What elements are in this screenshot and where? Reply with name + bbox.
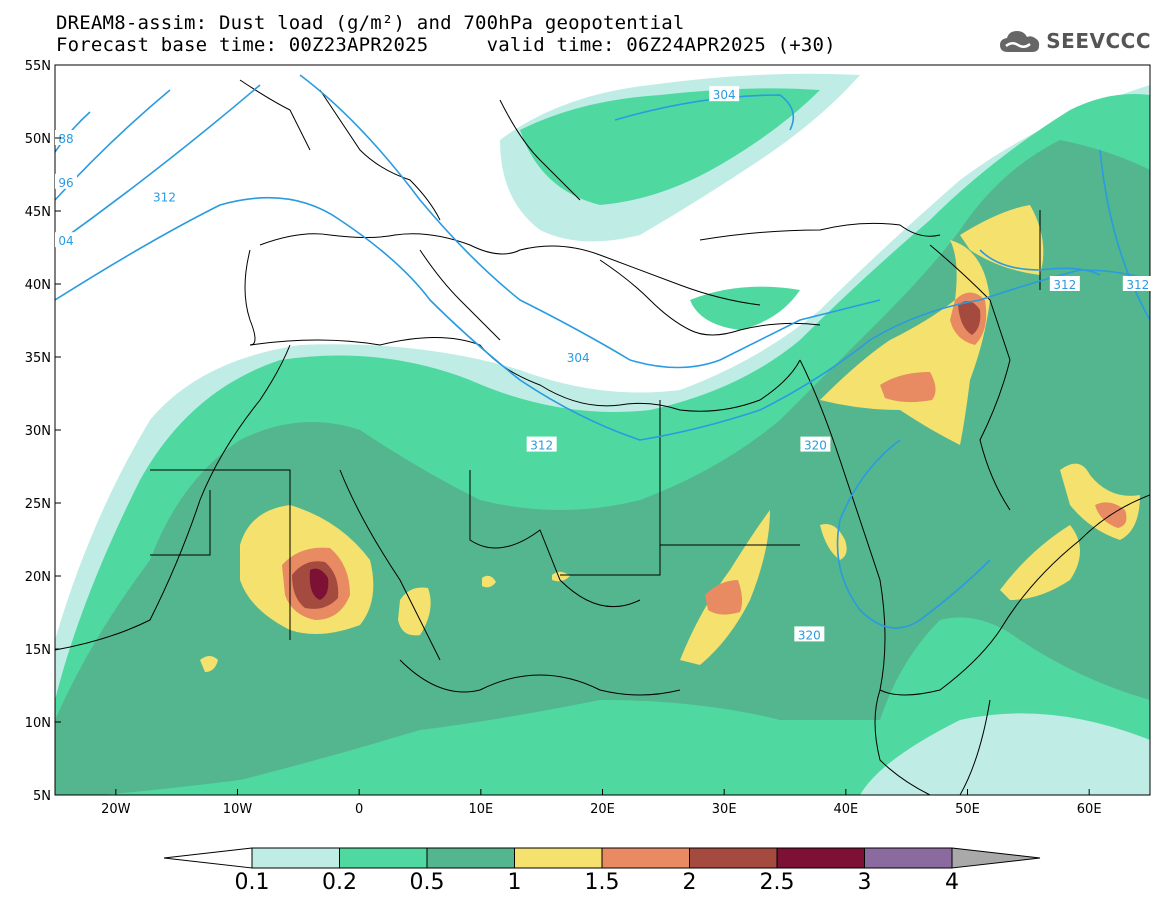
lat-tick-label: 45N xyxy=(25,205,51,220)
colorbar-segment xyxy=(339,847,428,869)
coastlines xyxy=(55,79,1150,795)
dust-layer-dark xyxy=(309,568,329,600)
contour-label-bg xyxy=(1049,276,1080,291)
contour-label: 312 xyxy=(1053,278,1076,292)
axis-ticks: 20W 10W 0 10E 20E 30E 40E 50E 60E 55N 50N 45N 40N 35N… xyxy=(25,59,1102,817)
lon-tick-label: 40E xyxy=(833,802,858,817)
logo-text: SEEVCCC xyxy=(1046,29,1151,53)
colorbar xyxy=(163,847,1041,869)
map-plot-area xyxy=(55,65,1150,795)
contour-label-bg xyxy=(55,130,77,145)
colorbar-segment xyxy=(864,847,953,869)
colorbar-segment xyxy=(776,847,865,869)
contour-label-bg xyxy=(1122,276,1153,291)
contour-label: 312 xyxy=(153,190,176,204)
contour-label-bg xyxy=(55,232,77,248)
contour-label: 04 xyxy=(58,234,73,248)
map-title-line-1: DREAM8-assim: Dust load (g/m²) and 700hP… xyxy=(56,12,685,34)
lon-tick-label: 60E xyxy=(1077,802,1102,817)
colorbar-under-arrow xyxy=(163,847,253,869)
contour-label-bg xyxy=(55,173,77,189)
colorbar-label: 0.1 xyxy=(234,870,270,895)
contour-label: 312 xyxy=(530,439,553,453)
lon-tick-label: 20E xyxy=(590,802,615,817)
cloud-icon xyxy=(1000,31,1040,52)
colorbar-segment xyxy=(426,847,515,869)
contour-label-bg xyxy=(709,86,740,102)
geopotential-contours xyxy=(55,74,1150,629)
colorbar-segment xyxy=(514,847,603,869)
contour-label: 304 xyxy=(567,351,590,365)
contour-label-bg xyxy=(800,436,831,452)
lat-tick-label: 25N xyxy=(25,497,51,512)
lon-tick-label: 20W xyxy=(101,802,131,817)
colorbar-label: 0.2 xyxy=(322,870,357,895)
map-title-line-2: Forecast base time: 00Z23APR2025 valid t… xyxy=(56,34,836,56)
seevccc-logo: SEEVCCC xyxy=(998,26,1151,56)
contour-label: 320 xyxy=(798,628,821,642)
contour-label: 320 xyxy=(804,439,827,453)
lon-tick-label: 0 xyxy=(355,802,363,817)
lat-tick-label: 10N xyxy=(25,716,51,731)
colorbar-segment xyxy=(251,847,340,869)
colorbar-label: 1 xyxy=(507,870,522,895)
contour-label: 96 xyxy=(58,176,73,190)
lon-tick-label: 30E xyxy=(712,802,737,817)
lat-tick-label: 35N xyxy=(25,351,51,366)
colorbar-label: 0.5 xyxy=(409,870,445,895)
contour-label-bg xyxy=(149,188,180,204)
lat-tick-label: 40N xyxy=(25,278,51,293)
colorbar-over-arrow xyxy=(951,847,1041,869)
lat-tick-label: 50N xyxy=(25,132,51,147)
contour-label-bg xyxy=(563,349,594,364)
lon-tick-label: 50E xyxy=(955,802,980,817)
contour-labels: 88 96 04 312 304 304 312 320 320 312 312 xyxy=(55,86,1153,642)
lon-tick-label: 10E xyxy=(468,802,493,817)
lat-tick-label: 5N xyxy=(33,789,51,804)
colorbar-label: 4 xyxy=(945,870,959,895)
contour-label: 88 xyxy=(58,132,73,146)
contour-label-bg xyxy=(526,436,557,452)
contour-label-bg xyxy=(794,626,825,642)
colorbar-segment xyxy=(689,847,778,869)
colorbar-label: 2.5 xyxy=(759,870,795,895)
lon-tick-label: 10W xyxy=(223,802,253,817)
lat-tick-label: 30N xyxy=(25,424,51,439)
lat-tick-label: 15N xyxy=(25,643,51,658)
colorbar-label: 2 xyxy=(682,870,697,895)
lat-tick-label: 20N xyxy=(25,570,51,585)
contour-label: 312 xyxy=(1126,278,1149,292)
colorbar-segment xyxy=(601,847,690,869)
contour-label: 304 xyxy=(713,88,736,102)
colorbar-label: 1.5 xyxy=(584,870,620,895)
lat-tick-label: 55N xyxy=(25,59,51,74)
colorbar-label: 3 xyxy=(857,870,872,895)
